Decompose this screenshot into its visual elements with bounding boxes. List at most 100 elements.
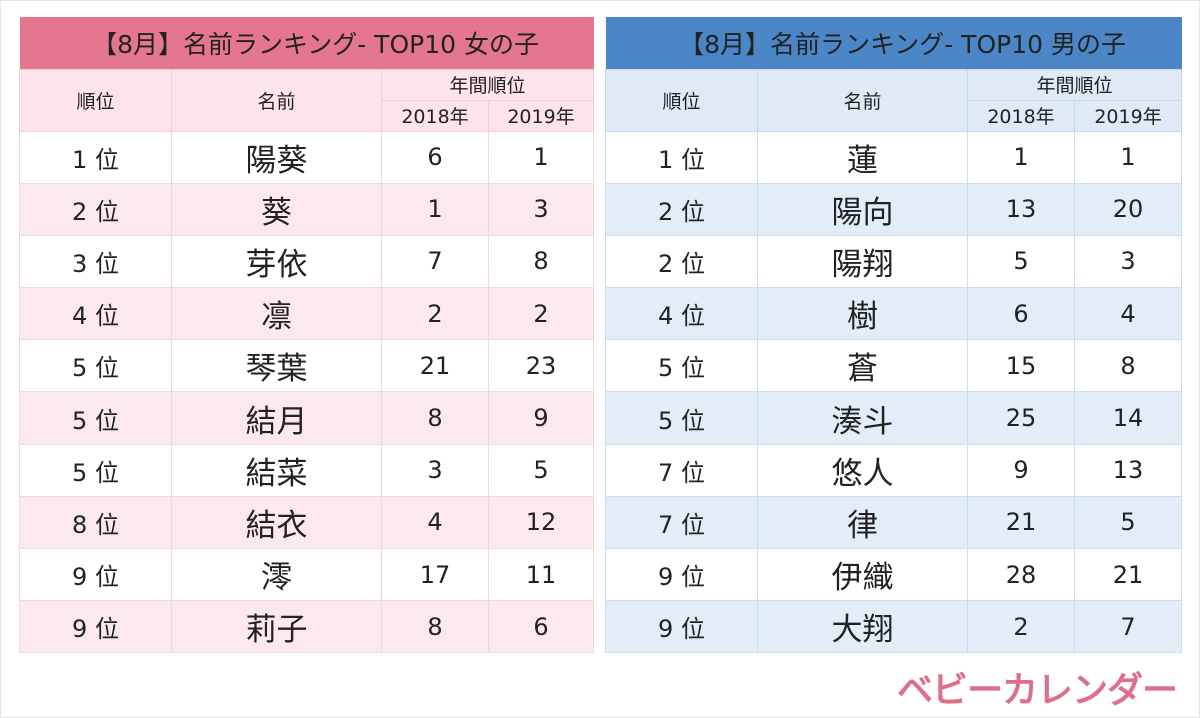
cell-name: 琴葉 [171,339,382,393]
cell-name: 悠人 [757,443,968,497]
cell-y2019: 2 [487,287,595,341]
name-header: 名前 [171,68,382,132]
cell-rank: 2 位 [605,234,758,289]
cell-name: 律 [757,495,968,550]
cell-rank: 1 位 [605,130,758,184]
cell-name: 蒼 [757,339,968,393]
cell-y2019: 12 [487,495,595,550]
cell-rank: 9 位 [605,547,758,602]
cell-y2018: 9 [967,443,1075,497]
cell-name: 澪 [171,547,382,602]
cell-y2018: 17 [381,547,489,602]
cell-y2019: 11 [487,547,595,602]
table-row: 5 位結月 8 9 [19,391,595,445]
cell-y2018: 21 [381,339,489,393]
cell-rank: 9 位 [19,547,172,602]
cell-rank: 5 位 [19,339,172,393]
cell-name: 結衣 [171,495,382,550]
cell-rank: 3 位 [19,234,172,289]
table-row: 8 位結衣 4 12 [19,495,595,550]
year-2018-header: 2018年 [381,99,489,132]
cell-y2018: 2 [381,287,489,341]
cell-y2019: 20 [1073,182,1183,236]
cell-y2018: 1 [967,130,1075,184]
cell-rank: 2 位 [605,182,758,236]
rank-header: 順位 [19,68,172,132]
year-2019-header: 2019年 [487,99,595,132]
cell-name: 結菜 [171,443,382,497]
boys-table-title: 【8月】名前ランキング- TOP10 男の子 [605,17,1182,69]
cell-y2018: 1 [381,182,489,236]
cell-y2018: 15 [967,339,1075,393]
cell-rank: 5 位 [19,443,172,497]
table-row: 7 位悠人 9 13 [605,443,1183,497]
cell-y2018: 25 [967,391,1075,445]
cell-y2019: 21 [1073,547,1183,602]
cell-y2018: 13 [967,182,1075,236]
annual-rank-header: 年間順位 [380,68,595,101]
table-row: 5 位結菜 3 5 [19,443,595,497]
cell-rank: 4 位 [19,287,172,341]
cell-y2019: 5 [1073,495,1183,550]
table-row: 2 位陽向 13 20 [605,182,1183,236]
cell-y2018: 2 [967,600,1075,654]
cell-name: 芽依 [171,234,382,289]
cell-y2019: 9 [487,391,595,445]
cell-name: 蓮 [757,130,968,184]
cell-y2018: 21 [967,495,1075,550]
cell-rank: 5 位 [19,391,172,445]
cell-name: 樹 [757,287,968,341]
year-2018-header: 2018年 [967,99,1075,132]
table-row: 9 位伊織 28 21 [605,547,1183,602]
table-row: 9 位大翔 2 7 [605,600,1183,654]
cell-y2019: 1 [1073,130,1183,184]
cell-y2018: 28 [967,547,1075,602]
table-row: 1 位陽葵 6 1 [19,130,595,184]
cell-y2018: 5 [967,234,1075,289]
girls-table-title: 【8月】名前ランキング- TOP10 女の子 [19,17,594,69]
cell-y2018: 7 [381,234,489,289]
cell-y2018: 6 [967,287,1075,341]
cell-y2019: 4 [1073,287,1183,341]
cell-rank: 7 位 [605,495,758,550]
baby-calendar-logo: ベビーカレンダー [896,670,1178,711]
cell-name: 陽向 [757,182,968,236]
table-row: 3 位芽依 7 8 [19,234,595,289]
cell-name: 陽葵 [171,130,382,184]
table-row: 5 位湊斗 25 14 [605,391,1183,445]
cell-y2018: 4 [381,495,489,550]
cell-rank: 1 位 [19,130,172,184]
year-2019-header: 2019年 [1073,99,1183,132]
cell-rank: 5 位 [605,339,758,393]
table-row: 2 位陽翔 5 3 [605,234,1183,289]
annual-rank-header: 年間順位 [966,68,1183,101]
cell-y2019: 6 [487,600,595,654]
cell-name: 葵 [171,182,382,236]
name-header: 名前 [757,68,968,132]
table-row: 5 位琴葉 21 23 [19,339,595,393]
cell-name: 湊斗 [757,391,968,445]
cell-name: 莉子 [171,600,382,654]
cell-y2019: 7 [1073,600,1183,654]
cell-name: 凛 [171,287,382,341]
cell-rank: 4 位 [605,287,758,341]
cell-y2019: 3 [1073,234,1183,289]
cell-name: 陽翔 [757,234,968,289]
table-row: 9 位澪 17 11 [19,547,595,602]
cell-y2018: 6 [381,130,489,184]
cell-rank: 8 位 [19,495,172,550]
cell-y2018: 8 [381,391,489,445]
cell-name: 大翔 [757,600,968,654]
cell-name: 結月 [171,391,382,445]
cell-rank: 5 位 [605,391,758,445]
rank-header: 順位 [605,68,758,132]
cell-y2018: 3 [381,443,489,497]
cell-y2019: 13 [1073,443,1183,497]
cell-y2019: 14 [1073,391,1183,445]
cell-y2019: 5 [487,443,595,497]
table-row: 9 位莉子 8 6 [19,600,595,654]
